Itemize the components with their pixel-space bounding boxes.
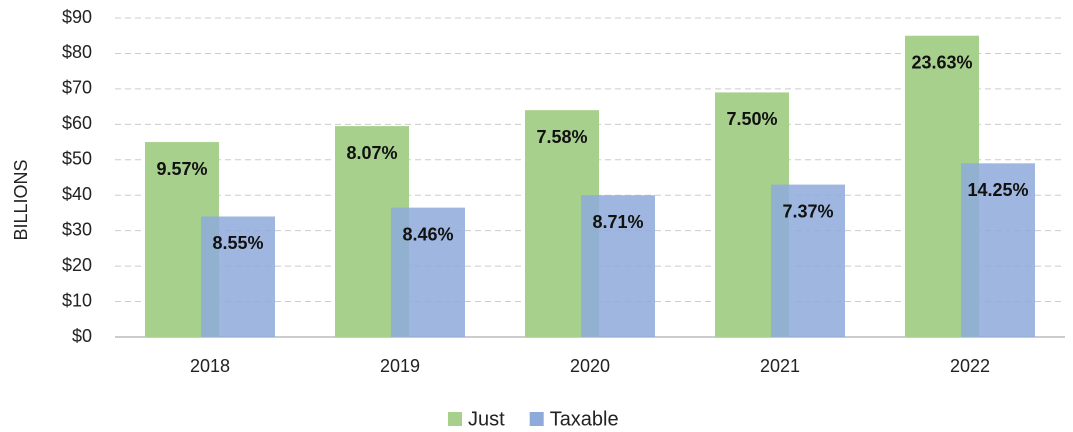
y-tick-label: $70: [62, 78, 92, 98]
y-tick-label: $0: [72, 326, 92, 346]
data-label: 8.07%: [346, 143, 397, 163]
x-tick-label: 2018: [190, 356, 230, 376]
data-label: 7.50%: [726, 109, 777, 129]
legend-swatch: [529, 412, 544, 426]
legend-swatch: [448, 412, 462, 426]
y-tick-label: $80: [62, 42, 92, 62]
data-label: 9.57%: [156, 159, 207, 179]
y-tick-label: $50: [62, 149, 92, 169]
x-tick-label: 2022: [950, 356, 990, 376]
data-label: 14.25%: [967, 180, 1028, 200]
data-label: 7.58%: [536, 127, 587, 147]
data-label: 8.71%: [592, 212, 643, 232]
x-tick-label: 2020: [570, 356, 610, 376]
bar: [391, 207, 465, 337]
data-label: 8.55%: [212, 233, 263, 253]
x-tick-label: 2019: [380, 356, 420, 376]
legend-label: Taxable: [550, 408, 619, 430]
data-label: 7.37%: [782, 201, 833, 221]
bar: [201, 216, 275, 337]
x-tick-label: 2021: [760, 356, 800, 376]
y-axis-title: BILLIONS: [11, 159, 31, 240]
y-tick-label: $20: [62, 255, 92, 275]
bar: [961, 163, 1035, 337]
y-tick-label: $40: [62, 184, 92, 204]
data-label: 8.46%: [402, 224, 453, 244]
y-tick-label: $30: [62, 219, 92, 239]
y-tick-label: $60: [62, 113, 92, 133]
y-tick-label: $10: [62, 290, 92, 310]
y-tick-label: $90: [62, 7, 92, 27]
legend-label: Just: [468, 408, 505, 430]
bar: [771, 184, 845, 337]
data-label: 23.63%: [911, 52, 972, 72]
bar: [581, 195, 655, 337]
